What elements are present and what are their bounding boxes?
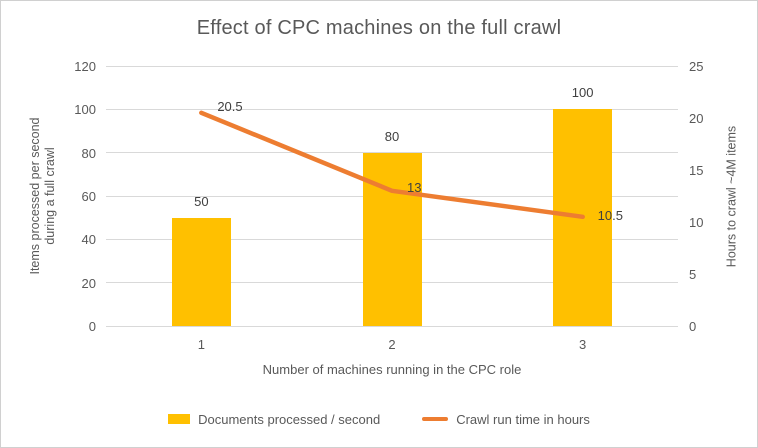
legend-item-crawl-time: Crawl run time in hours	[422, 412, 590, 427]
bar-1-machines	[171, 217, 231, 326]
right-axis-tick: 0	[689, 319, 697, 334]
legend-item-documents: Documents processed / second	[168, 412, 380, 427]
line-data-label: 20.5	[217, 98, 243, 114]
left-axis-tick: 0	[88, 319, 96, 334]
legend-label-crawl-time: Crawl run time in hours	[456, 411, 590, 427]
legend-label-documents: Documents processed / second	[198, 411, 381, 427]
x-category-label: 2	[388, 337, 396, 352]
plot-area: 50 80 100 20.5 13 10.5	[106, 65, 678, 327]
crawl-time-line	[199, 110, 585, 220]
right-axis-tick: 25	[689, 59, 704, 74]
left-axis-tick: 120	[74, 59, 96, 74]
right-axis-tick: 20	[689, 111, 704, 126]
left-axis-tick: 60	[81, 189, 96, 204]
gridline	[106, 108, 678, 110]
left-axis-tick: 100	[74, 102, 96, 118]
line-series-swatch	[422, 417, 449, 421]
line-series	[199, 110, 585, 220]
line-data-label: 10.5	[597, 207, 623, 223]
bar-series-swatch	[168, 414, 191, 424]
left-axis-tick: 40	[81, 232, 96, 248]
gridline	[106, 65, 678, 67]
right-axis-tick: 10	[689, 215, 704, 230]
left-axis-title-line1: Items processed per second	[28, 117, 42, 275]
x-category-label: 1	[197, 337, 205, 352]
line-data-label: 13	[407, 179, 422, 195]
x-category-label: 3	[579, 337, 587, 352]
bar-data-label: 80	[384, 128, 400, 144]
legend: Documents processed / second Crawl run t…	[1, 409, 757, 429]
bar-data-label: 50	[194, 193, 209, 209]
right-axis-title: Hours to crawl ~4M items	[724, 125, 739, 268]
gridline	[106, 325, 678, 327]
right-axis-tick: 5	[689, 267, 697, 282]
chart-title: Effect of CPC machines on the full crawl	[196, 17, 562, 39]
bar-data-label: 100	[571, 85, 594, 101]
left-axis-tick: 20	[81, 275, 96, 291]
left-axis-tick: 80	[81, 145, 96, 161]
x-axis-title: Number of machines running in the CPC ro…	[262, 362, 522, 377]
right-axis-tick: 15	[689, 163, 704, 178]
